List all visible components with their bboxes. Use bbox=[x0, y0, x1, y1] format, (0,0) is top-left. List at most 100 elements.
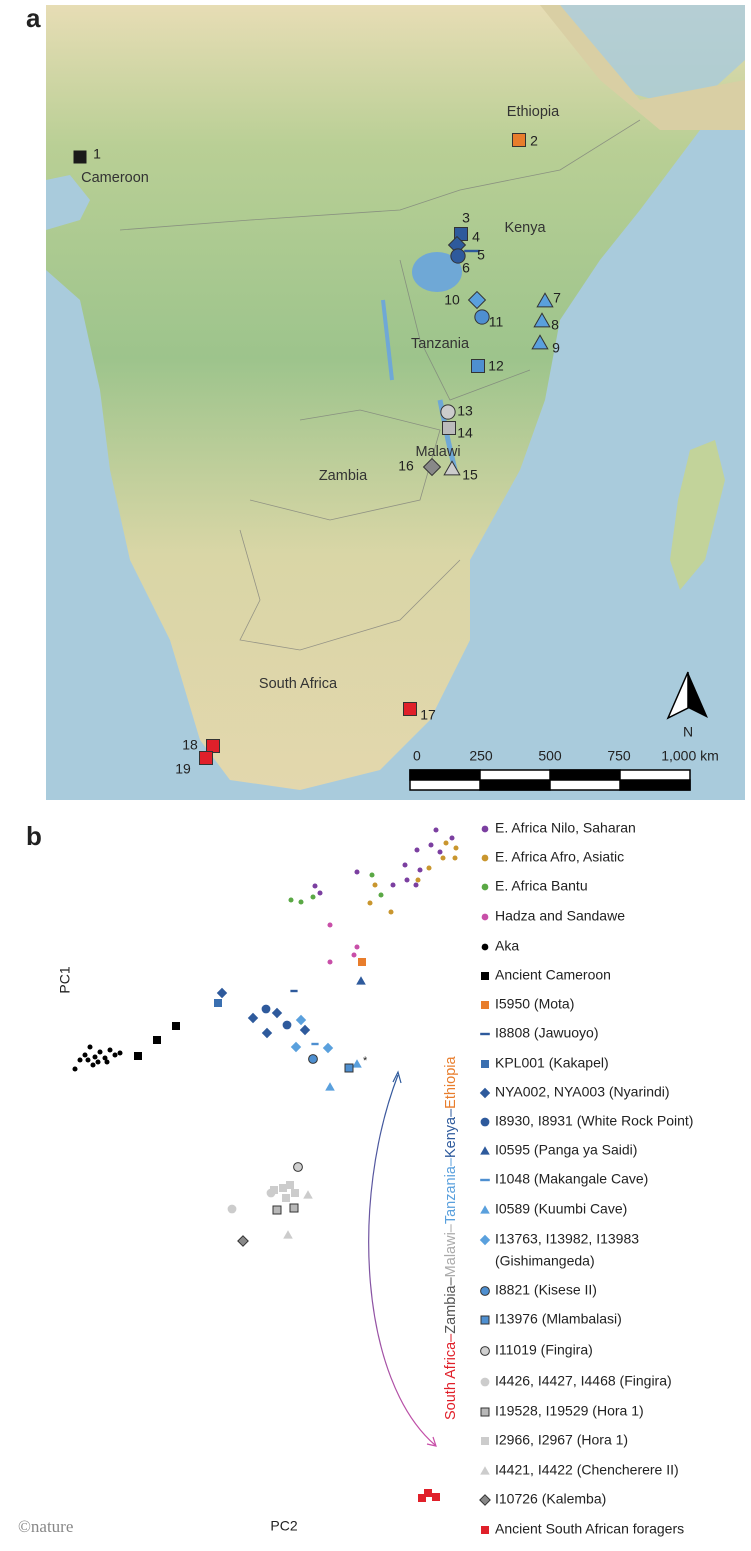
legend-marker bbox=[481, 943, 489, 951]
site-marker bbox=[536, 292, 554, 308]
scale-label: 250 bbox=[469, 748, 493, 764]
point bbox=[310, 894, 316, 900]
site-number: 11 bbox=[489, 314, 504, 330]
gradient-segment: Ethiopia bbox=[443, 1056, 459, 1109]
point bbox=[290, 989, 298, 993]
note: * bbox=[363, 1055, 368, 1067]
point bbox=[417, 867, 423, 873]
point bbox=[367, 900, 373, 906]
site-marker bbox=[443, 460, 461, 476]
legend-label: E. Africa Bantu bbox=[495, 878, 588, 894]
legend-label: I2966, I2967 (Hora 1) bbox=[495, 1432, 628, 1448]
legend-marker bbox=[481, 1060, 489, 1068]
point bbox=[327, 922, 333, 928]
site-number: 19 bbox=[175, 761, 191, 777]
point bbox=[261, 1027, 273, 1039]
site-marker bbox=[533, 312, 551, 328]
legend-label: I4426, I4427, I4468 (Fingira) bbox=[495, 1373, 672, 1389]
point bbox=[286, 1181, 294, 1189]
legend-marker bbox=[480, 1315, 490, 1325]
map bbox=[46, 5, 745, 800]
gradient-segment: Zambia– bbox=[443, 1276, 459, 1333]
site-number: 8 bbox=[551, 317, 559, 333]
legend-label: E. Africa Nilo, Saharan bbox=[495, 820, 636, 836]
legend-marker bbox=[481, 1437, 489, 1445]
site-number: 15 bbox=[462, 467, 478, 483]
site-marker bbox=[531, 334, 549, 350]
point bbox=[432, 1493, 440, 1501]
point bbox=[351, 952, 357, 958]
point bbox=[418, 1494, 426, 1502]
point bbox=[291, 1189, 299, 1197]
point bbox=[283, 1230, 293, 1239]
site-number: 18 bbox=[182, 737, 198, 753]
legend-marker bbox=[480, 1032, 490, 1036]
point bbox=[372, 882, 378, 888]
legend-label: NYA002, NYA003 (Nyarindi) bbox=[495, 1084, 670, 1100]
site-number: 10 bbox=[444, 292, 460, 308]
panel-label: b bbox=[26, 821, 42, 851]
point bbox=[293, 1162, 303, 1172]
site-number: 2 bbox=[530, 133, 538, 149]
site-marker bbox=[206, 739, 220, 753]
legend-label: I10726 (Kalemba) bbox=[495, 1491, 606, 1507]
arrow-head bbox=[392, 1070, 402, 1084]
legend-marker bbox=[481, 825, 489, 833]
point bbox=[298, 899, 304, 905]
site-marker bbox=[440, 404, 456, 420]
point bbox=[443, 840, 449, 846]
point bbox=[247, 1012, 259, 1024]
scale-label: 750 bbox=[607, 748, 631, 764]
country-label: Ethiopia bbox=[507, 104, 560, 120]
legend-marker bbox=[480, 1146, 490, 1155]
site-number: 1 bbox=[93, 146, 101, 162]
gradient-label: South Africa–Zambia–Malawi–Tanzania–Keny… bbox=[443, 1056, 459, 1420]
site-marker bbox=[199, 751, 213, 765]
country-label: South Africa bbox=[259, 676, 338, 692]
legend-label: E. Africa Afro, Asiatic bbox=[495, 849, 624, 865]
point bbox=[433, 827, 439, 833]
legend-marker bbox=[479, 1234, 491, 1246]
y-axis-label: PC1 bbox=[57, 966, 73, 993]
site-marker bbox=[474, 309, 490, 325]
point bbox=[279, 1184, 287, 1192]
legend-label: I5950 (Mota) bbox=[495, 996, 574, 1012]
site-number: 4 bbox=[472, 229, 480, 245]
point bbox=[352, 1059, 362, 1068]
legend-marker bbox=[480, 1346, 490, 1356]
country-label: Tanzania bbox=[411, 336, 470, 352]
legend-label: I13763, I13982, I13983 bbox=[495, 1231, 639, 1247]
site-marker bbox=[422, 457, 442, 477]
point bbox=[317, 890, 323, 896]
point bbox=[282, 1194, 290, 1202]
credit: ©nature bbox=[18, 1517, 73, 1536]
x-axis-label: PC2 bbox=[270, 1518, 297, 1534]
legend-label: I11019 (Fingira) bbox=[495, 1342, 593, 1358]
gradient-segment: South Africa– bbox=[443, 1333, 459, 1420]
point bbox=[452, 855, 458, 861]
legend-label: Ancient South African foragers bbox=[495, 1521, 684, 1537]
site-number: 7 bbox=[553, 290, 561, 306]
legend-label: Ancient Cameroon bbox=[495, 967, 611, 983]
country-label: Cameroon bbox=[81, 170, 149, 186]
legend-marker bbox=[480, 1178, 490, 1182]
point bbox=[112, 1052, 118, 1058]
point bbox=[272, 1205, 282, 1215]
site-number: 12 bbox=[488, 358, 504, 374]
site-marker bbox=[467, 290, 487, 310]
point bbox=[322, 1042, 334, 1054]
point bbox=[270, 1186, 278, 1194]
legend-marker bbox=[481, 1001, 489, 1009]
point bbox=[356, 976, 366, 985]
site-number: 14 bbox=[457, 425, 473, 441]
gradient-segment: Malawi– bbox=[443, 1223, 459, 1277]
site-marker bbox=[471, 359, 485, 373]
point bbox=[440, 855, 446, 861]
legend-marker bbox=[479, 1087, 491, 1099]
point bbox=[95, 1059, 101, 1065]
legend-label: I1048 (Makangale Cave) bbox=[495, 1171, 648, 1187]
site-number: 5 bbox=[477, 247, 485, 263]
point bbox=[271, 1007, 283, 1019]
point bbox=[453, 845, 459, 851]
